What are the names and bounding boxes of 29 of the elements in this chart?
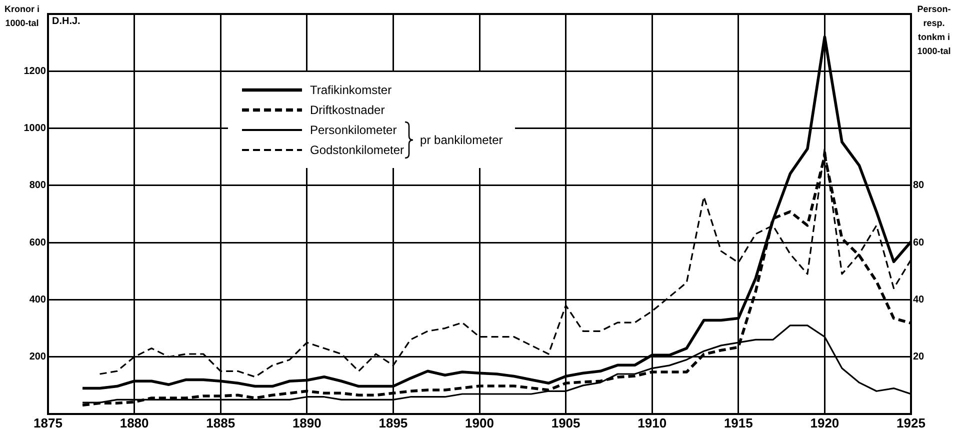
x-tick-label: 1895 <box>378 415 408 430</box>
x-tick-label: 1905 <box>551 415 580 430</box>
annotation: pr bankilometer <box>420 133 503 147</box>
legend-label: Personkilometer <box>310 123 397 137</box>
y2-axis-title: Person- resp. tonkm i 1000-tal <box>916 3 952 58</box>
y-tick-label: 600 <box>29 237 46 248</box>
x-tick-label: 1920 <box>810 415 840 430</box>
y-tick-label: 1200 <box>24 66 46 77</box>
x-tick-label: 1875 <box>34 415 62 430</box>
y2-tick-label: 40 <box>913 294 925 306</box>
x-tick-label: 1915 <box>724 415 753 430</box>
y-tick-label: 800 <box>29 180 46 192</box>
legend-label: Godstonkilometer <box>310 143 404 157</box>
y2-tick-label: 60 <box>913 237 925 248</box>
x-tick-label: 1885 <box>206 415 236 430</box>
y-tick-label: 400 <box>29 294 46 306</box>
x-tick-label: 1880 <box>120 415 149 430</box>
y-axis-title: Kronor i 1000-tal <box>4 3 40 30</box>
annotation: D.H.J. <box>52 16 80 27</box>
x-tick-label: 1890 <box>292 415 322 430</box>
x-tick-label: 1900 <box>465 415 494 430</box>
legend-label: Driftkostnader <box>310 103 385 117</box>
x-tick-label: 1925 <box>896 415 926 430</box>
legend-label: Trafikinkomster <box>310 83 392 97</box>
y-tick-label: 1000 <box>24 123 46 134</box>
y-tick-label: 200 <box>29 352 46 363</box>
x-tick-label: 1910 <box>638 415 667 430</box>
y2-tick-label: 20 <box>913 352 925 363</box>
y2-tick-label: 80 <box>913 180 925 192</box>
